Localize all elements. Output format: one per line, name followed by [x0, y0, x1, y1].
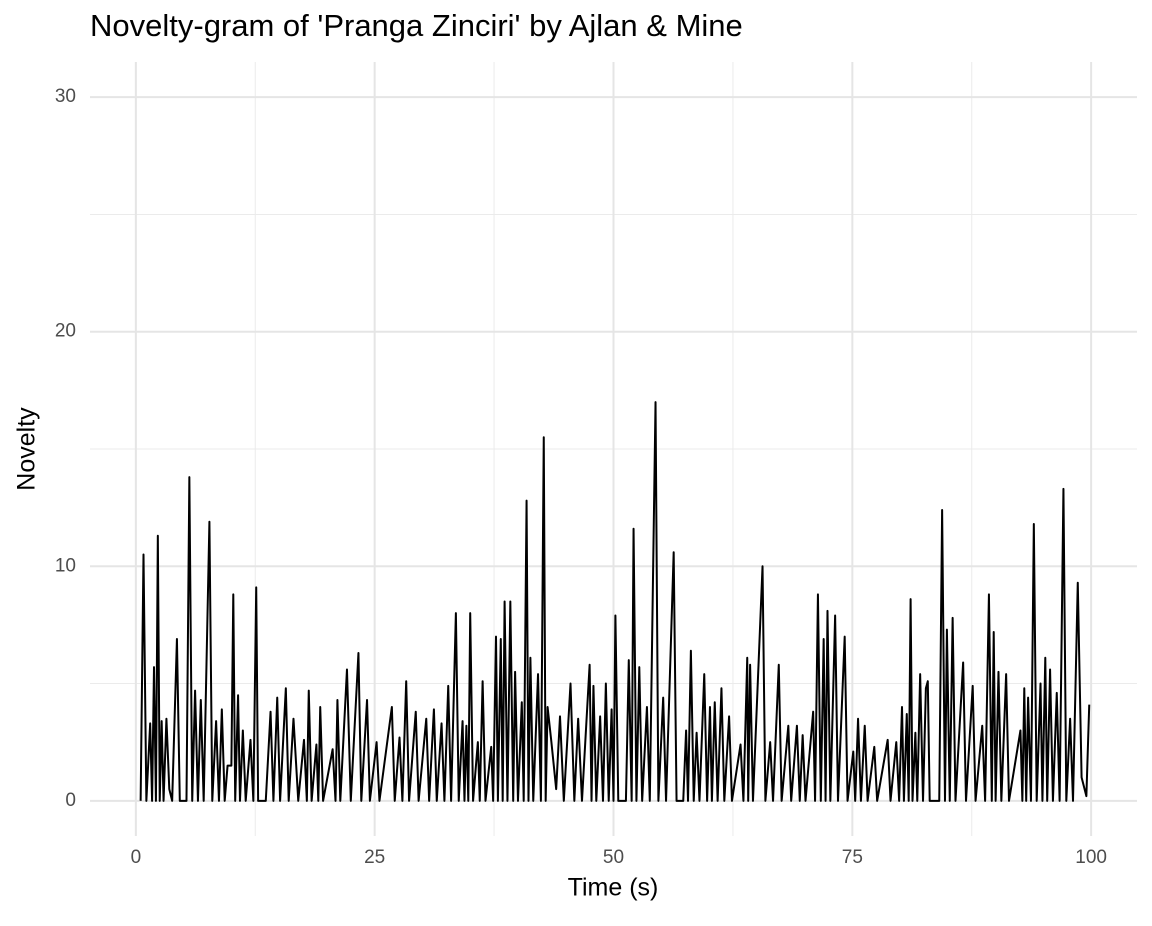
y-axis-title: Novelty: [13, 407, 41, 491]
line: [139, 401, 1091, 802]
chart-title: Novelty-gram of 'Pranga Zinciri' by Ajla…: [90, 8, 743, 43]
x-tick-label: 100: [1075, 847, 1107, 868]
x-tick-label: 75: [842, 847, 863, 868]
x-tick-label: 50: [603, 847, 624, 868]
y-tick-label: 0: [65, 790, 76, 811]
x-tick-label: 25: [364, 847, 385, 868]
y-tick-label: 20: [55, 321, 76, 342]
x-axis-title: Time (s): [568, 874, 659, 902]
y-tick-label: 10: [55, 555, 76, 576]
x-tick-label: 0: [131, 847, 142, 868]
y-tick-label: 30: [55, 86, 76, 107]
